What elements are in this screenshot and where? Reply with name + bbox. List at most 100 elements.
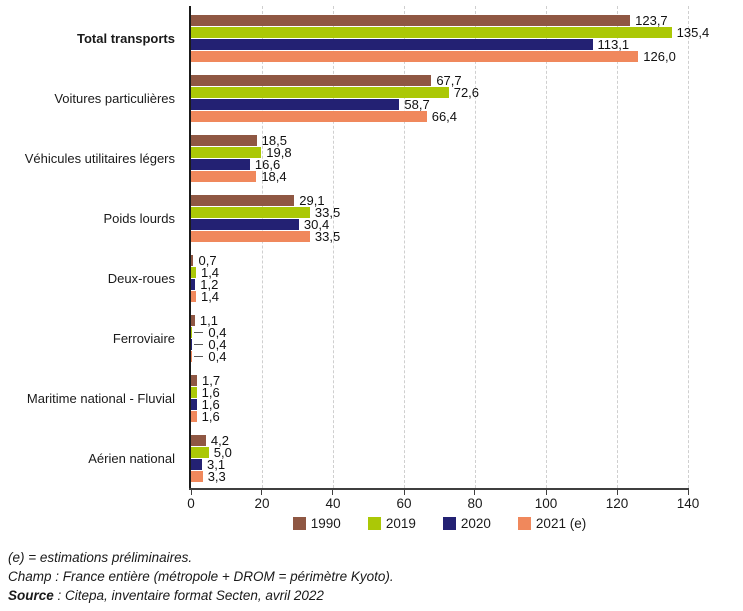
- value-leader-line: [194, 355, 204, 357]
- bar-group: Véhicules utilitaires légers 18,5 19,8 16,6…: [0, 128, 743, 188]
- bar-2020: [191, 158, 250, 170]
- bar-value-label: 1,7: [202, 372, 221, 388]
- x-tick-60: [403, 490, 405, 495]
- bar-line: 33,5: [191, 229, 688, 244]
- bar-2020: [191, 38, 593, 50]
- bar-line: 66,4: [191, 108, 688, 124]
- bar-rows: Total transports 123,7 135,4 113,1 126,0 Voit…: [0, 8, 743, 488]
- bar-line: 5,0: [191, 444, 688, 460]
- gridline-40: [333, 6, 334, 488]
- footnote-estimations: (e) = estimations préliminaires.: [8, 550, 193, 565]
- bar-value-label: 19,8: [266, 144, 292, 160]
- legend-label: 1990: [310, 516, 341, 531]
- value-leader-line: [194, 343, 204, 345]
- bar-2021e: [191, 290, 196, 302]
- bar-value-label: 29,1: [299, 192, 325, 208]
- bar-group: Total transports 123,7 135,4 113,1 126,0: [0, 8, 743, 68]
- x-tick-140: [687, 490, 689, 495]
- x-axis-tick-label: 100: [534, 496, 558, 511]
- legend-item-1990: 1990: [292, 516, 341, 531]
- gridline-120: [617, 6, 618, 488]
- gridline-80: [475, 6, 476, 488]
- x-tick-80: [474, 490, 476, 495]
- bar-value-label: 1,2: [200, 276, 219, 292]
- bar-group: Aérien national 4,2 5,0 3,1 3,3: [0, 428, 743, 488]
- legend-swatch: [517, 517, 531, 530]
- bar-line: 18,4: [191, 168, 688, 184]
- bar-line: 1,4: [191, 264, 688, 280]
- legend-label: 2021 (e): [535, 516, 587, 531]
- bar-value-label: 1,4: [200, 264, 220, 280]
- bar-value-label: 1,1: [199, 312, 218, 328]
- bar-line: 0,4: [191, 336, 688, 352]
- bar-line: 1,4: [191, 288, 688, 304]
- legend-swatch: [292, 517, 306, 530]
- bar-line: 67,7: [191, 73, 688, 88]
- footnote-champ: Champ : France entière (métropole + DROM…: [8, 569, 394, 584]
- bar-2020: [191, 398, 197, 410]
- x-tick-120: [616, 490, 618, 495]
- footnote-source-text: : Citepa, inventaire format Secten, avri…: [53, 588, 324, 603]
- bar-line: 126,0: [191, 48, 688, 64]
- y-axis-line: [189, 6, 191, 490]
- legend-item-2019: 2019: [367, 516, 416, 531]
- bar-value-label: 0,4: [208, 324, 227, 340]
- bar-line: 29,1: [191, 192, 688, 208]
- category-label: Deux-roues: [107, 270, 175, 286]
- bar-2021e: [191, 50, 639, 62]
- legend: 1990 2019 2020 2021 (e): [191, 516, 688, 531]
- bar-value-label: 66,4: [431, 108, 458, 124]
- bar-value-label: 1,6: [201, 384, 220, 400]
- bar-line: 1,2: [191, 276, 688, 292]
- x-tick-40: [332, 490, 334, 495]
- bar-value-label: 18,5: [261, 132, 287, 148]
- bar-2020: [191, 98, 400, 110]
- bar-value-label: 1,6: [201, 408, 220, 424]
- x-axis-tick-label: 20: [254, 496, 270, 511]
- bar-value-label: 3,3: [207, 468, 226, 484]
- bar-2019: [191, 146, 262, 158]
- bar-group-bars: 1,7 1,6 1,6 1,6: [191, 368, 688, 428]
- bar-group: Poids lourds 29,1 33,5 30,4 33,5: [0, 188, 743, 248]
- bar-2021e: [191, 170, 257, 182]
- category-label: Voitures particulières: [54, 90, 175, 106]
- bar-2019: [191, 326, 193, 338]
- bar-value-label: 1,4: [200, 288, 220, 304]
- bar-value-label: 58,7: [404, 96, 430, 112]
- bar-value-label: 123,7: [635, 12, 668, 28]
- bar-value-label: 5,0: [213, 444, 232, 460]
- bar-value-label: 18,4: [261, 168, 287, 184]
- x-tick-100: [545, 490, 547, 495]
- category-label: Aérien national: [88, 450, 175, 466]
- bar-2019: [191, 206, 310, 218]
- bar-2019: [191, 266, 196, 278]
- bar-line: 18,5: [191, 132, 688, 148]
- bar-line: 16,6: [191, 157, 688, 172]
- bar-value-label: 72,6: [453, 84, 480, 100]
- bar-value-label: 0,4: [208, 336, 227, 352]
- bar-2021e: [191, 470, 203, 482]
- bar-2019: [191, 386, 197, 398]
- bar-group-bars: 123,7 135,4 113,1 126,0: [191, 8, 709, 68]
- x-axis-line: [189, 488, 689, 490]
- x-axis-tick-label: 140: [676, 496, 700, 511]
- bar-line: 1,7: [191, 372, 688, 388]
- bar-line: 1,6: [191, 408, 688, 424]
- footnote-source: Source : Citepa, inventaire format Secte…: [8, 586, 394, 605]
- bar-line: 19,8: [191, 144, 688, 160]
- bar-1990: [191, 134, 257, 146]
- bar-value-label: 1,6: [201, 396, 220, 412]
- bar-2020: [191, 278, 196, 290]
- bar-line: 33,5: [191, 205, 688, 220]
- footnotes: (e) = estimations préliminaires. Champ :…: [8, 548, 394, 605]
- gridline-20: [262, 6, 263, 488]
- bar-2021e: [191, 230, 310, 242]
- bar-value-label: 126,0: [643, 48, 676, 64]
- bar-value-label: 4,2: [210, 432, 229, 448]
- x-axis-tick-label: 120: [605, 496, 629, 511]
- bar-line: 113,1: [191, 37, 688, 52]
- gridline-140: [688, 6, 689, 488]
- bar-2021e: [191, 410, 197, 422]
- bar-value-label: 135,4: [676, 24, 710, 40]
